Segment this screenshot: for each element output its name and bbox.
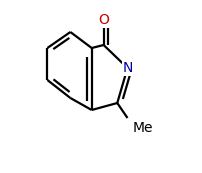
Text: Me: Me bbox=[132, 121, 152, 135]
Text: O: O bbox=[98, 13, 108, 27]
Text: N: N bbox=[122, 61, 132, 75]
